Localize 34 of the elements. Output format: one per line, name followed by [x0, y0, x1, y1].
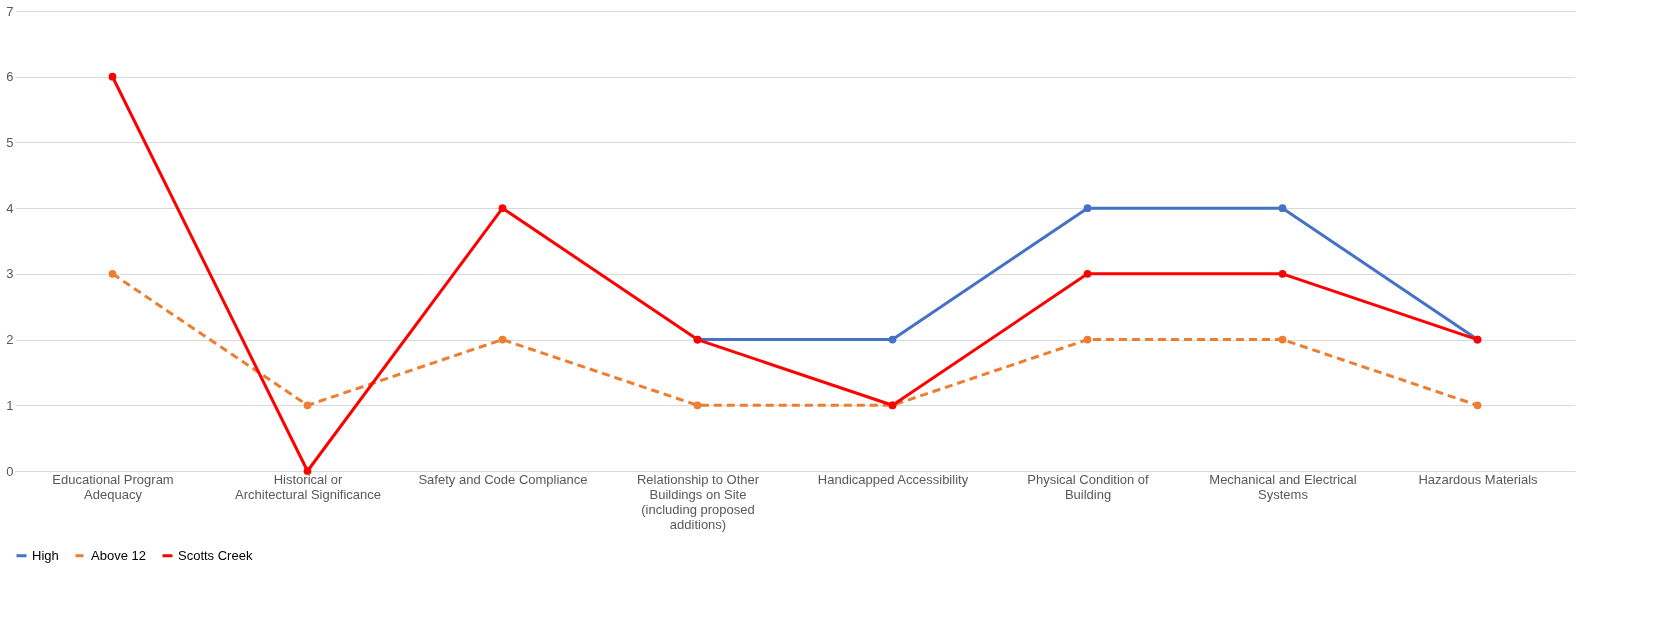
y-tick-label: 2	[6, 332, 14, 348]
y-tick-label: 6	[6, 69, 14, 85]
x-tick-label: Physical Condition of Building	[1027, 471, 1150, 502]
point	[498, 335, 507, 344]
y-tick-label: 3	[6, 266, 14, 282]
legend-label: Above 12	[91, 547, 146, 563]
point	[693, 401, 702, 410]
point	[1083, 204, 1092, 213]
point	[1083, 335, 1092, 344]
point	[498, 204, 507, 213]
y-tick-label: 1	[6, 397, 14, 413]
point	[303, 401, 312, 410]
y-tick-label: 4	[6, 200, 14, 216]
y-tick-label: 7	[6, 3, 14, 19]
y-tick-label: 0	[6, 463, 14, 479]
point	[1278, 204, 1287, 213]
x-tick-label: Mechanical and Electrical Systems	[1209, 471, 1357, 502]
y-tick-label: 5	[6, 134, 14, 150]
x-tick-label: Relationship to Other Buildings on Site (including proposed additions)	[636, 471, 760, 532]
point	[1473, 401, 1482, 410]
x-tick-label: Educational Program Adequacy	[52, 471, 174, 502]
point	[1083, 269, 1092, 278]
x-tick-label: Safety and Code Compliance	[418, 471, 588, 487]
point	[108, 269, 117, 278]
legend-label: High	[32, 547, 59, 563]
x-tick-label: Handicapped Accessibility	[817, 471, 969, 487]
x-tick-label: Hazardous Materials	[1418, 471, 1539, 487]
legend-label: Scotts Creek	[178, 547, 253, 563]
point	[1278, 335, 1287, 344]
x-tick-label: Historical or Architectural Significance	[235, 471, 381, 502]
point	[1278, 269, 1287, 278]
point	[888, 335, 897, 344]
point	[108, 72, 117, 81]
point	[303, 467, 312, 475]
